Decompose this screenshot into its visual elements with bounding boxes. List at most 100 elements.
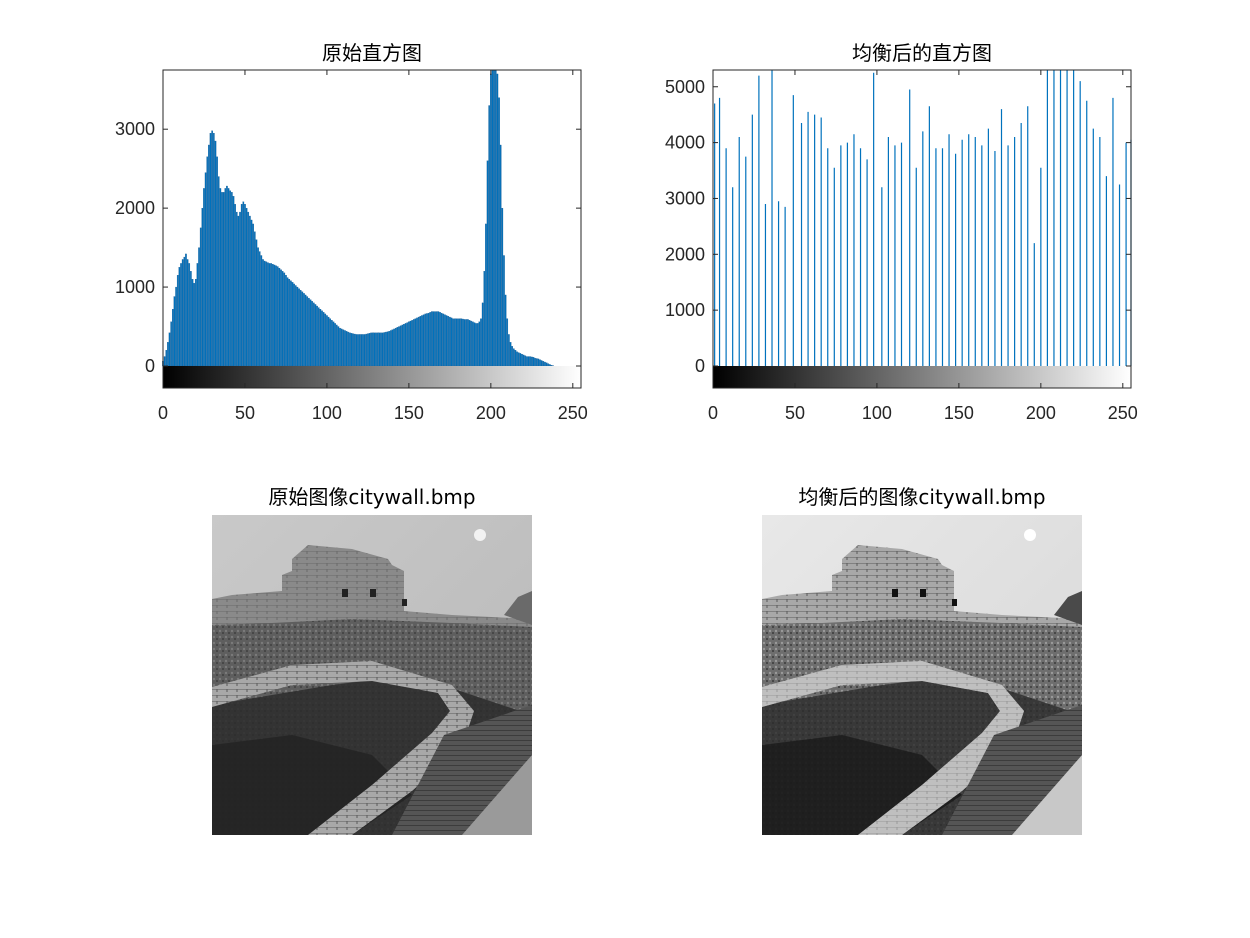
histogram-bar [399,325,402,367]
histogram-bar [501,207,504,367]
histogram-bar [309,299,312,367]
histogram-bar [424,313,427,367]
x-tick-label: 150 [394,403,424,423]
histogram-bar [419,316,422,367]
histogram-bar [283,272,286,367]
equalized-image-citywall [762,515,1082,835]
histogram-bar [214,140,217,367]
histogram-bar [431,311,433,367]
histogram-bar [319,309,322,367]
axes-box-equalized-histogram [712,69,1132,389]
histogram-bar [439,312,441,367]
histogram-bar [327,316,330,367]
histogram-bar [167,342,169,367]
histogram-bar [486,160,489,367]
histogram-bar [499,144,502,367]
histogram-bar [386,331,389,367]
histogram-bar [176,275,179,367]
histogram-bar [491,69,494,367]
histogram-bar [165,350,168,367]
histogram-bar [296,286,299,367]
histogram-bar [383,332,386,367]
y-tick-label: 1000 [665,300,705,320]
histogram-bar [349,332,351,367]
histogram-bar [468,320,471,367]
histogram-bar [273,264,276,367]
histogram-bar [517,352,520,367]
histogram-bar [242,201,245,367]
histogram-stems-equalized [714,70,1132,366]
histogram-bar [531,356,533,367]
histogram-bar [298,288,300,367]
axes-box-original-histogram [162,69,582,389]
histogram-bar [185,253,187,367]
histogram-bar [168,332,171,367]
histogram-bar [393,328,395,367]
histogram-bar [235,211,238,367]
histogram-bar [398,326,400,367]
histogram-bar [488,105,491,367]
histogram-bar [332,321,335,367]
histogram-bar [490,73,492,367]
histogram-bar [358,334,361,367]
x-tick-label: 250 [1108,403,1138,423]
histogram-bar [316,305,318,367]
histogram-bar [537,358,540,367]
y-tick-label: 3000 [665,188,705,208]
histogram-bar [175,286,177,367]
x-tick-label: 0 [158,403,168,423]
histogram-bar [544,361,546,367]
histogram-bar [255,239,258,367]
histogram-bar [183,256,186,367]
histogram-bar [204,172,207,367]
histogram-bar [206,156,209,367]
histogram-bar [170,321,172,367]
histogram-bar [473,322,476,367]
histogram-bar [288,279,291,367]
histogram-bar [521,354,523,367]
histogram-bar [550,365,553,367]
histogram-bar [416,317,418,367]
histogram-bar [360,334,363,367]
histogram-bar [303,293,305,367]
histogram-bar [345,331,348,367]
histogram-bar [240,204,243,367]
histogram-bar [219,188,222,367]
histogram-bar [483,271,486,367]
x-tick-label: 200 [476,403,506,423]
histogram-bar [268,263,271,367]
histogram-bar [321,310,323,367]
histogram-bar [509,342,512,367]
histogram-bar [381,332,384,367]
histogram-bar [186,259,189,367]
histogram-bar [286,277,289,367]
histogram-bar [352,333,354,367]
histogram-bar [522,354,525,367]
histogram-bar [414,318,417,367]
histogram-bar [437,311,440,367]
histogram-bar [465,319,468,367]
histogram-bar [547,363,550,367]
histogram-bar [373,332,376,367]
histogram-bar [275,265,277,367]
histogram-bar [388,331,391,367]
histogram-bar [549,364,551,367]
histogram-bar [372,332,374,367]
histogram-bar [516,351,518,367]
histogram-bar [470,320,472,367]
histogram-bar [308,297,310,367]
histogram-bar [426,313,428,367]
histogram-bar [362,334,364,367]
y-tick-label: 2000 [115,198,155,218]
x-tick-label: 200 [1026,403,1056,423]
histogram-bar [272,264,274,367]
panel-title-original-histogram: 原始直方图 [322,41,422,65]
histogram-bar [511,346,513,367]
histogram-bar [498,97,500,367]
histogram-bar [467,319,469,367]
histogram-bar [514,350,517,367]
histogram-bar [494,69,497,367]
histogram-bar [376,332,379,367]
histogram-bars-original [162,69,554,367]
x-tick-label: 100 [312,403,342,423]
